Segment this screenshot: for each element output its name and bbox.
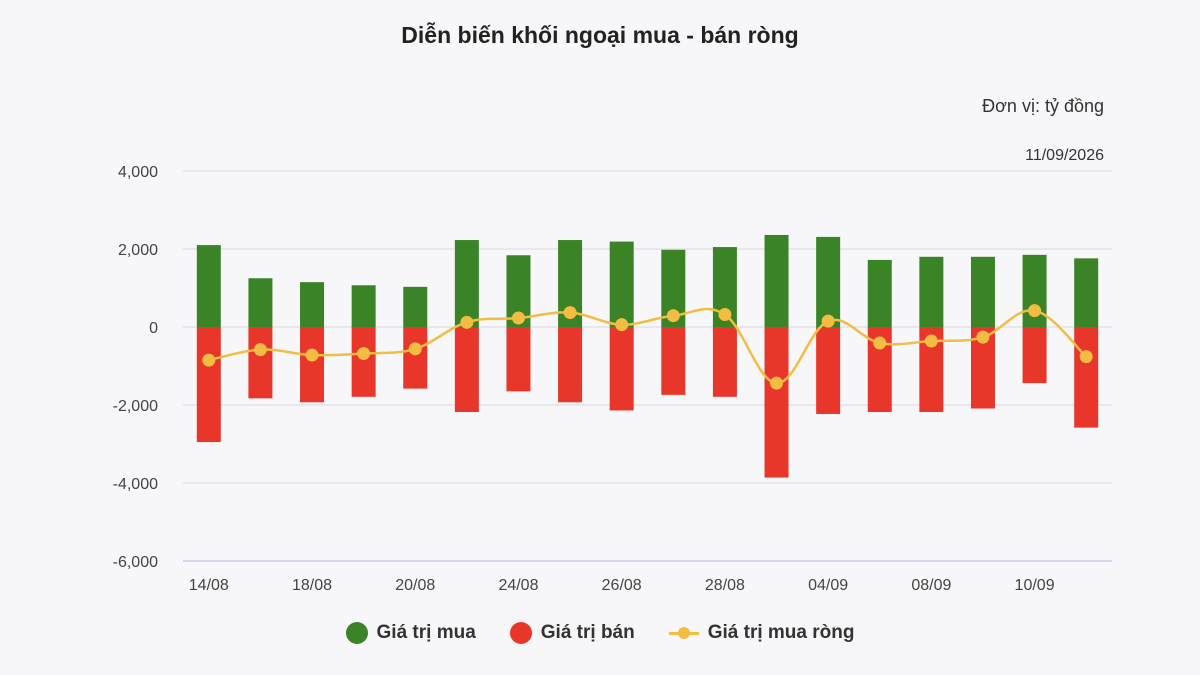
- bar-buy[interactable]: [248, 278, 273, 327]
- bar-sell[interactable]: [300, 327, 325, 403]
- y-tick-label: 0: [149, 320, 158, 337]
- net-point[interactable]: [305, 348, 319, 362]
- net-point[interactable]: [202, 353, 216, 367]
- x-tick-label: 24/08: [498, 577, 538, 594]
- bar-buy[interactable]: [919, 256, 944, 327]
- x-axis: 14/08 18/08 20/08 24/08 26/08 28/08 04/09 08/09…: [189, 577, 1055, 594]
- net-point[interactable]: [821, 314, 835, 328]
- net-point[interactable]: [615, 318, 629, 332]
- bar-buy[interactable]: [300, 282, 325, 327]
- net-point[interactable]: [408, 342, 422, 356]
- y-tick-label: -4,000: [113, 476, 158, 493]
- y-tick-label: -6,000: [113, 554, 158, 571]
- net-point[interactable]: [873, 336, 887, 350]
- x-tick-label: 14/08: [189, 577, 229, 594]
- x-tick-label: 18/08: [292, 577, 332, 594]
- net-point[interactable]: [511, 311, 525, 325]
- net-point[interactable]: [253, 343, 267, 357]
- bar-buy[interactable]: [454, 240, 479, 327]
- net-point[interactable]: [1028, 304, 1042, 318]
- net-point[interactable]: [1079, 350, 1093, 364]
- bar-sell[interactable]: [1022, 327, 1047, 384]
- x-tick-label: 28/08: [705, 577, 745, 594]
- net-point[interactable]: [770, 376, 784, 390]
- legend-net-marker: [668, 622, 699, 644]
- bar-sell[interactable]: [454, 327, 479, 413]
- legend-net-label: Giá trị mua ròng: [707, 622, 855, 643]
- legend-item-buy[interactable]: Giá trị mua: [345, 622, 476, 644]
- net-point[interactable]: [563, 306, 577, 320]
- bar-sell[interactable]: [248, 327, 273, 399]
- net-point[interactable]: [976, 330, 990, 344]
- bar-sell[interactable]: [712, 327, 737, 397]
- y-tick-label: 4,000: [118, 164, 158, 181]
- x-tick-label: 04/09: [808, 577, 848, 594]
- bar-buy[interactable]: [609, 241, 634, 327]
- net-point[interactable]: [357, 347, 371, 361]
- net-point[interactable]: [924, 334, 938, 348]
- bar-sell[interactable]: [403, 327, 428, 389]
- bar-buy[interactable]: [970, 256, 995, 327]
- bar-buy[interactable]: [816, 236, 841, 327]
- net-point[interactable]: [666, 309, 680, 323]
- legend-buy-label: Giá trị mua: [376, 622, 476, 643]
- x-tick-label: 20/08: [395, 577, 435, 594]
- unit-label: Đơn vị: tỷ đồng: [982, 96, 1104, 116]
- legend-sell-label: Giá trị bán: [540, 622, 635, 643]
- bar-sell[interactable]: [661, 327, 686, 395]
- bar-sell[interactable]: [609, 327, 634, 411]
- net-point[interactable]: [718, 308, 732, 322]
- y-tick-label: -2,000: [113, 398, 158, 415]
- bar-buy[interactable]: [867, 259, 892, 327]
- bar-buy[interactable]: [764, 234, 789, 327]
- grid-layer: [183, 170, 1112, 562]
- date-label: 11/09/2026: [1025, 147, 1104, 164]
- bars: [196, 234, 1099, 478]
- y-tick-label: 2,000: [118, 242, 158, 259]
- bar-sell[interactable]: [816, 327, 841, 414]
- legend-sell-marker: [509, 622, 532, 644]
- x-tick-label: 08/09: [911, 577, 951, 594]
- bar-buy[interactable]: [1074, 258, 1099, 327]
- bar-sell[interactable]: [1074, 327, 1099, 428]
- bar-buy[interactable]: [403, 286, 428, 327]
- bar-buy[interactable]: [351, 285, 376, 327]
- legend-buy-marker: [345, 622, 368, 644]
- x-tick-label: 10/09: [1015, 577, 1055, 594]
- x-tick-label: 26/08: [602, 577, 642, 594]
- bar-sell[interactable]: [196, 327, 221, 443]
- bar-sell[interactable]: [351, 327, 376, 397]
- net-line-path: [208, 307, 1088, 385]
- chart-title: Diễn biến khối ngoại mua - bán ròng: [401, 22, 799, 48]
- net-line: [202, 304, 1093, 390]
- y-axis: 4,000 2,000 0 -2,000 -4,000 -6,000: [113, 164, 158, 571]
- bar-sell[interactable]: [506, 327, 531, 392]
- bar-buy[interactable]: [196, 245, 221, 327]
- legend-item-net[interactable]: Giá trị mua ròng: [668, 622, 855, 644]
- legend-item-sell[interactable]: Giá trị bán: [509, 622, 635, 644]
- bar-sell[interactable]: [558, 327, 583, 403]
- legend: Giá trị mua Giá trị bán Giá trị mua ròng: [0, 622, 1200, 644]
- bar-sell[interactable]: [764, 327, 789, 478]
- net-point[interactable]: [460, 315, 474, 329]
